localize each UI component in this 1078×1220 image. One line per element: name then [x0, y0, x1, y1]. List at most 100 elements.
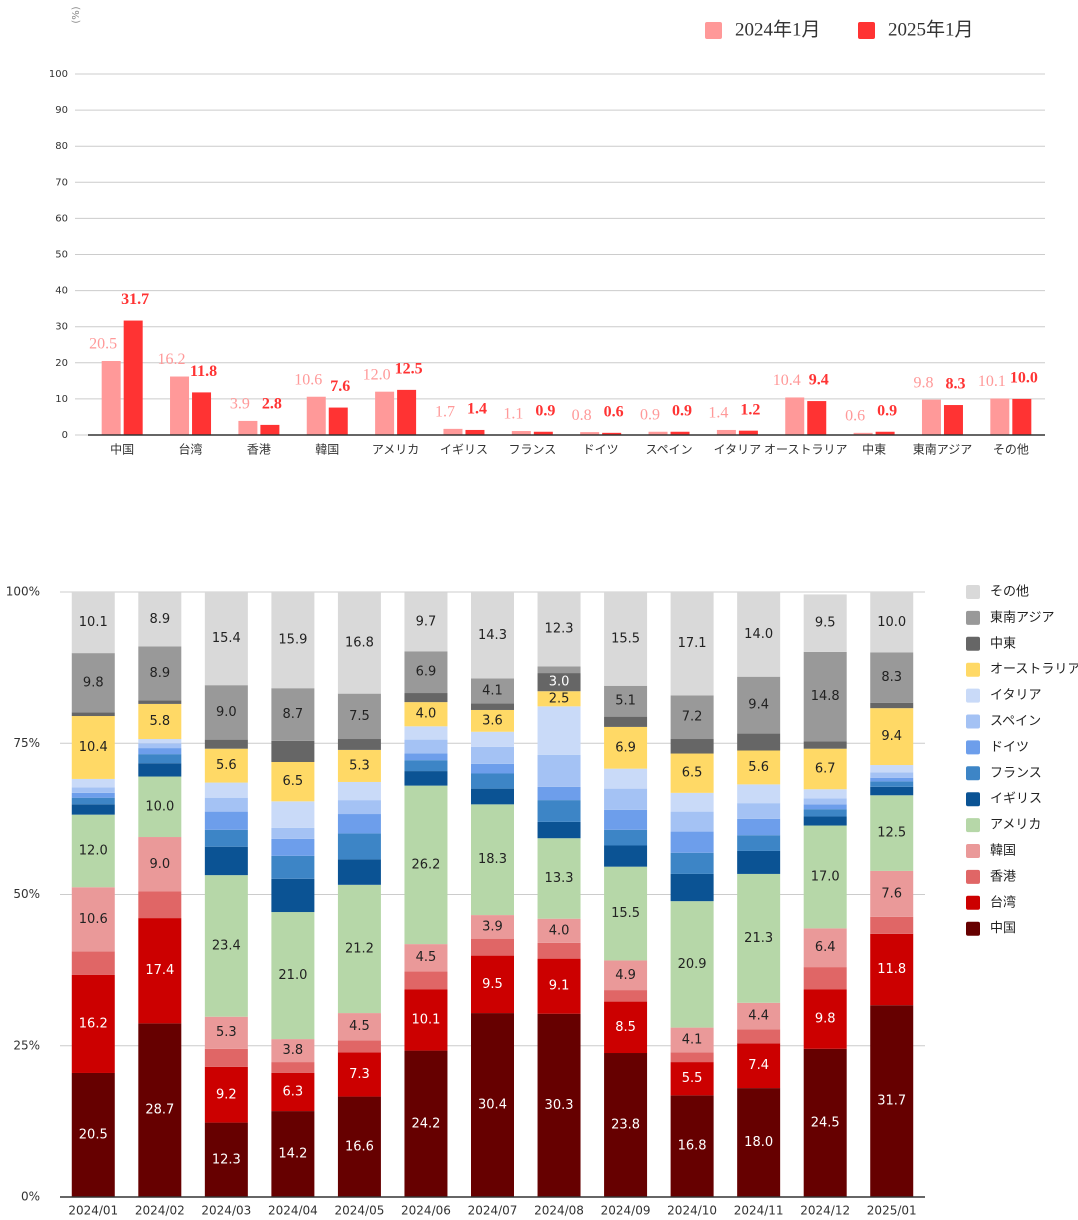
- data-label: 4.5: [349, 1019, 370, 1034]
- bar: [375, 391, 395, 435]
- data-label: 23.4: [212, 938, 241, 953]
- bar-segment: [138, 646, 182, 701]
- bar-segment: [337, 739, 381, 750]
- data-label: 0.6: [604, 404, 624, 421]
- bar-segment: [537, 918, 581, 943]
- bar-segment: [138, 776, 182, 838]
- bar-segment: [404, 739, 448, 754]
- bar: [238, 420, 258, 435]
- data-label: 1.4: [708, 405, 728, 422]
- bar-segment: [604, 768, 648, 789]
- data-label: 9.4: [881, 729, 902, 744]
- y-axis-label: (%): [71, 6, 82, 23]
- data-label: 6.3: [283, 1085, 304, 1100]
- legend-label: 中東: [990, 635, 1016, 651]
- legend-label: 香港: [990, 869, 1016, 884]
- bar-segment: [471, 955, 514, 1014]
- bar-segment: [870, 933, 914, 1006]
- data-label: 12.3: [212, 1152, 241, 1167]
- data-label: 10.6: [79, 912, 108, 927]
- data-label: 3.9: [230, 396, 250, 413]
- data-label: 15.9: [278, 633, 307, 648]
- data-label: 6.9: [416, 665, 437, 680]
- bar-segment: [204, 1016, 248, 1049]
- bar-segment: [537, 754, 581, 787]
- bar-segment: [670, 1027, 714, 1053]
- bar-segment: [404, 785, 448, 945]
- bar-segment: [138, 703, 182, 740]
- y-tick-label: 25%: [13, 1038, 40, 1052]
- bar-segment: [271, 592, 315, 689]
- x-tick-label: 中東: [862, 442, 886, 457]
- bar-segment: [471, 678, 514, 704]
- x-tick-label: 東南アジア: [913, 442, 973, 457]
- data-label: 7.6: [330, 378, 350, 395]
- data-label: 21.0: [278, 968, 307, 983]
- data-label: 30.3: [545, 1098, 574, 1113]
- data-label: 12.0: [363, 366, 391, 383]
- bar-segment: [537, 691, 581, 707]
- data-label: 12.0: [79, 843, 108, 858]
- bar-segment: [71, 716, 115, 779]
- legend-label: オーストラリア: [990, 662, 1078, 677]
- bar-segment: [737, 784, 781, 804]
- data-label: 31.7: [877, 1094, 906, 1109]
- bar-segment: [71, 804, 115, 815]
- bar-segment: [337, 1052, 381, 1097]
- bar-segment: [604, 716, 648, 727]
- bar-segment: [803, 1048, 847, 1197]
- bar-segment: [138, 918, 182, 1024]
- data-label: 2.8: [262, 396, 282, 413]
- bar-segment: [670, 753, 714, 793]
- bar-segment: [670, 831, 714, 853]
- bar-segment: [71, 951, 115, 975]
- bar-segment: [337, 859, 381, 885]
- data-label: 10.1: [411, 1013, 440, 1028]
- bar-segment: [271, 855, 315, 879]
- bar-segment: [870, 916, 914, 934]
- data-label: 4.4: [748, 1009, 769, 1024]
- legend-label: 韓国: [990, 844, 1016, 859]
- data-label: 16.8: [678, 1139, 707, 1154]
- bar-segment: [670, 695, 714, 740]
- legend-swatch: [966, 714, 980, 729]
- bar-segment: [471, 915, 514, 939]
- bar-segment: [204, 829, 248, 847]
- bar-segment: [737, 1002, 781, 1030]
- bar-segment: [737, 850, 781, 874]
- bar-segment: [471, 773, 514, 789]
- bar-segment: [271, 740, 315, 763]
- data-label: 24.2: [411, 1116, 440, 1131]
- data-label: 18.3: [478, 852, 507, 867]
- bar-segment: [138, 754, 182, 764]
- bar-segment: [71, 778, 115, 788]
- bar: [875, 431, 895, 435]
- bar: [170, 376, 190, 435]
- bar-segment: [803, 816, 847, 826]
- bar: [602, 432, 622, 435]
- bar-segment: [803, 798, 847, 805]
- bar-segment: [537, 786, 581, 801]
- bar-segment: [404, 592, 448, 652]
- bar-segment: [337, 833, 381, 860]
- bar-segment: [71, 592, 115, 654]
- data-label: 1.4: [467, 401, 487, 418]
- bar-segment: [404, 944, 448, 972]
- data-label: 6.5: [283, 774, 304, 789]
- bar: [101, 360, 121, 435]
- bar-segment: [537, 592, 581, 667]
- data-label: 7.4: [748, 1058, 769, 1073]
- data-label: 3.8: [283, 1043, 304, 1058]
- bar: [260, 424, 280, 435]
- legend-label: アメリカ: [990, 818, 1041, 833]
- data-label: 11.8: [190, 363, 217, 380]
- bar-segment: [71, 712, 115, 717]
- bar-segment: [404, 651, 448, 694]
- legend-swatch: [966, 844, 980, 858]
- data-label: 4.0: [549, 923, 570, 938]
- data-label: 10.4: [79, 740, 108, 755]
- legend-swatch: [966, 766, 980, 781]
- bar-segment: [670, 1062, 714, 1096]
- data-label: 16.6: [345, 1139, 374, 1154]
